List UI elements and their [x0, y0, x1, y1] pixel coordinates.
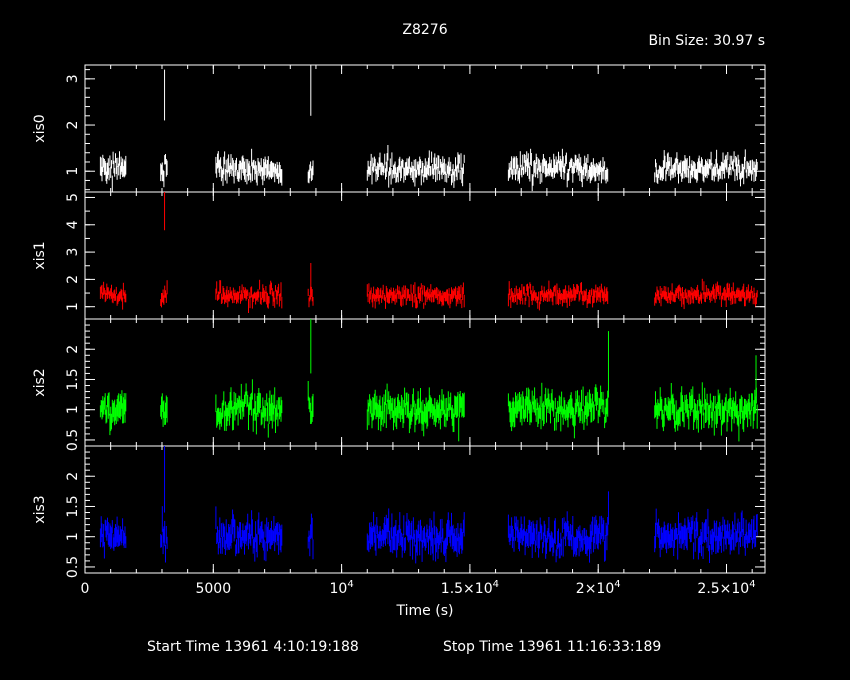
y-tick-label: 2: [65, 345, 81, 354]
x-axis-label: Time (s): [396, 603, 454, 619]
series-label-xis1: xis1: [32, 241, 48, 269]
x-tick-label: 5000: [195, 581, 231, 597]
y-tick-label: 4: [65, 220, 81, 229]
panels-group: 1 2 3 xis0 1 2 3 4 5 xis1 0.5 1 1.5 2 xis2 0.5 1 1.5 2 xis3…: [32, 64, 766, 597]
series-data-xis1: [99, 192, 758, 313]
bin-size-label: Bin Size: 30.97 s: [648, 33, 765, 49]
y-tick-label: 0.5: [65, 429, 81, 451]
y-tick-label: 1: [65, 167, 81, 176]
y-tick-label: 2: [65, 472, 81, 481]
x-tick-label: 0: [81, 581, 90, 597]
series-data-xis0: [99, 65, 758, 192]
x-tick-label: 1.5×104: [441, 579, 499, 597]
x-tick-label: 2.5×104: [697, 579, 755, 597]
start-time-label: Start Time 13961 4:10:19:188: [147, 639, 359, 655]
series-data-xis2: [99, 319, 758, 442]
x-tick-label: 104: [330, 579, 354, 597]
stop-time-label: Stop Time 13961 11:16:33:189: [443, 639, 661, 655]
y-tick-label: 1.5: [65, 495, 81, 517]
series-label-xis3: xis3: [32, 495, 48, 523]
series-data-xis3: [99, 446, 758, 564]
panel-xis3: 0.5 1 1.5 2 xis3: [32, 445, 766, 578]
plot-title: Z8276: [402, 22, 447, 38]
y-tick-label: 0.5: [65, 556, 81, 578]
panel-xis2: 0.5 1 1.5 2 xis2: [32, 318, 766, 451]
series-label-xis2: xis2: [32, 368, 48, 396]
y-tick-label: 1: [65, 532, 81, 541]
y-tick-label: 1: [65, 302, 81, 311]
y-tick-label: 1: [65, 405, 81, 414]
y-tick-label: 1.5: [65, 368, 81, 390]
y-tick-label: 2: [65, 275, 81, 284]
x-tick-label: 2×104: [576, 579, 621, 597]
series-label-xis0: xis0: [32, 114, 48, 142]
y-tick-label: 3: [65, 74, 81, 83]
y-tick-label: 5: [65, 193, 81, 202]
panel-xis1: 1 2 3 4 5 xis1: [32, 191, 766, 320]
y-tick-label: 3: [65, 248, 81, 257]
y-tick-label: 2: [65, 121, 81, 130]
panel-xis0: 1 2 3 xis0: [32, 64, 766, 193]
panel-frame-xis3: [84, 445, 766, 574]
